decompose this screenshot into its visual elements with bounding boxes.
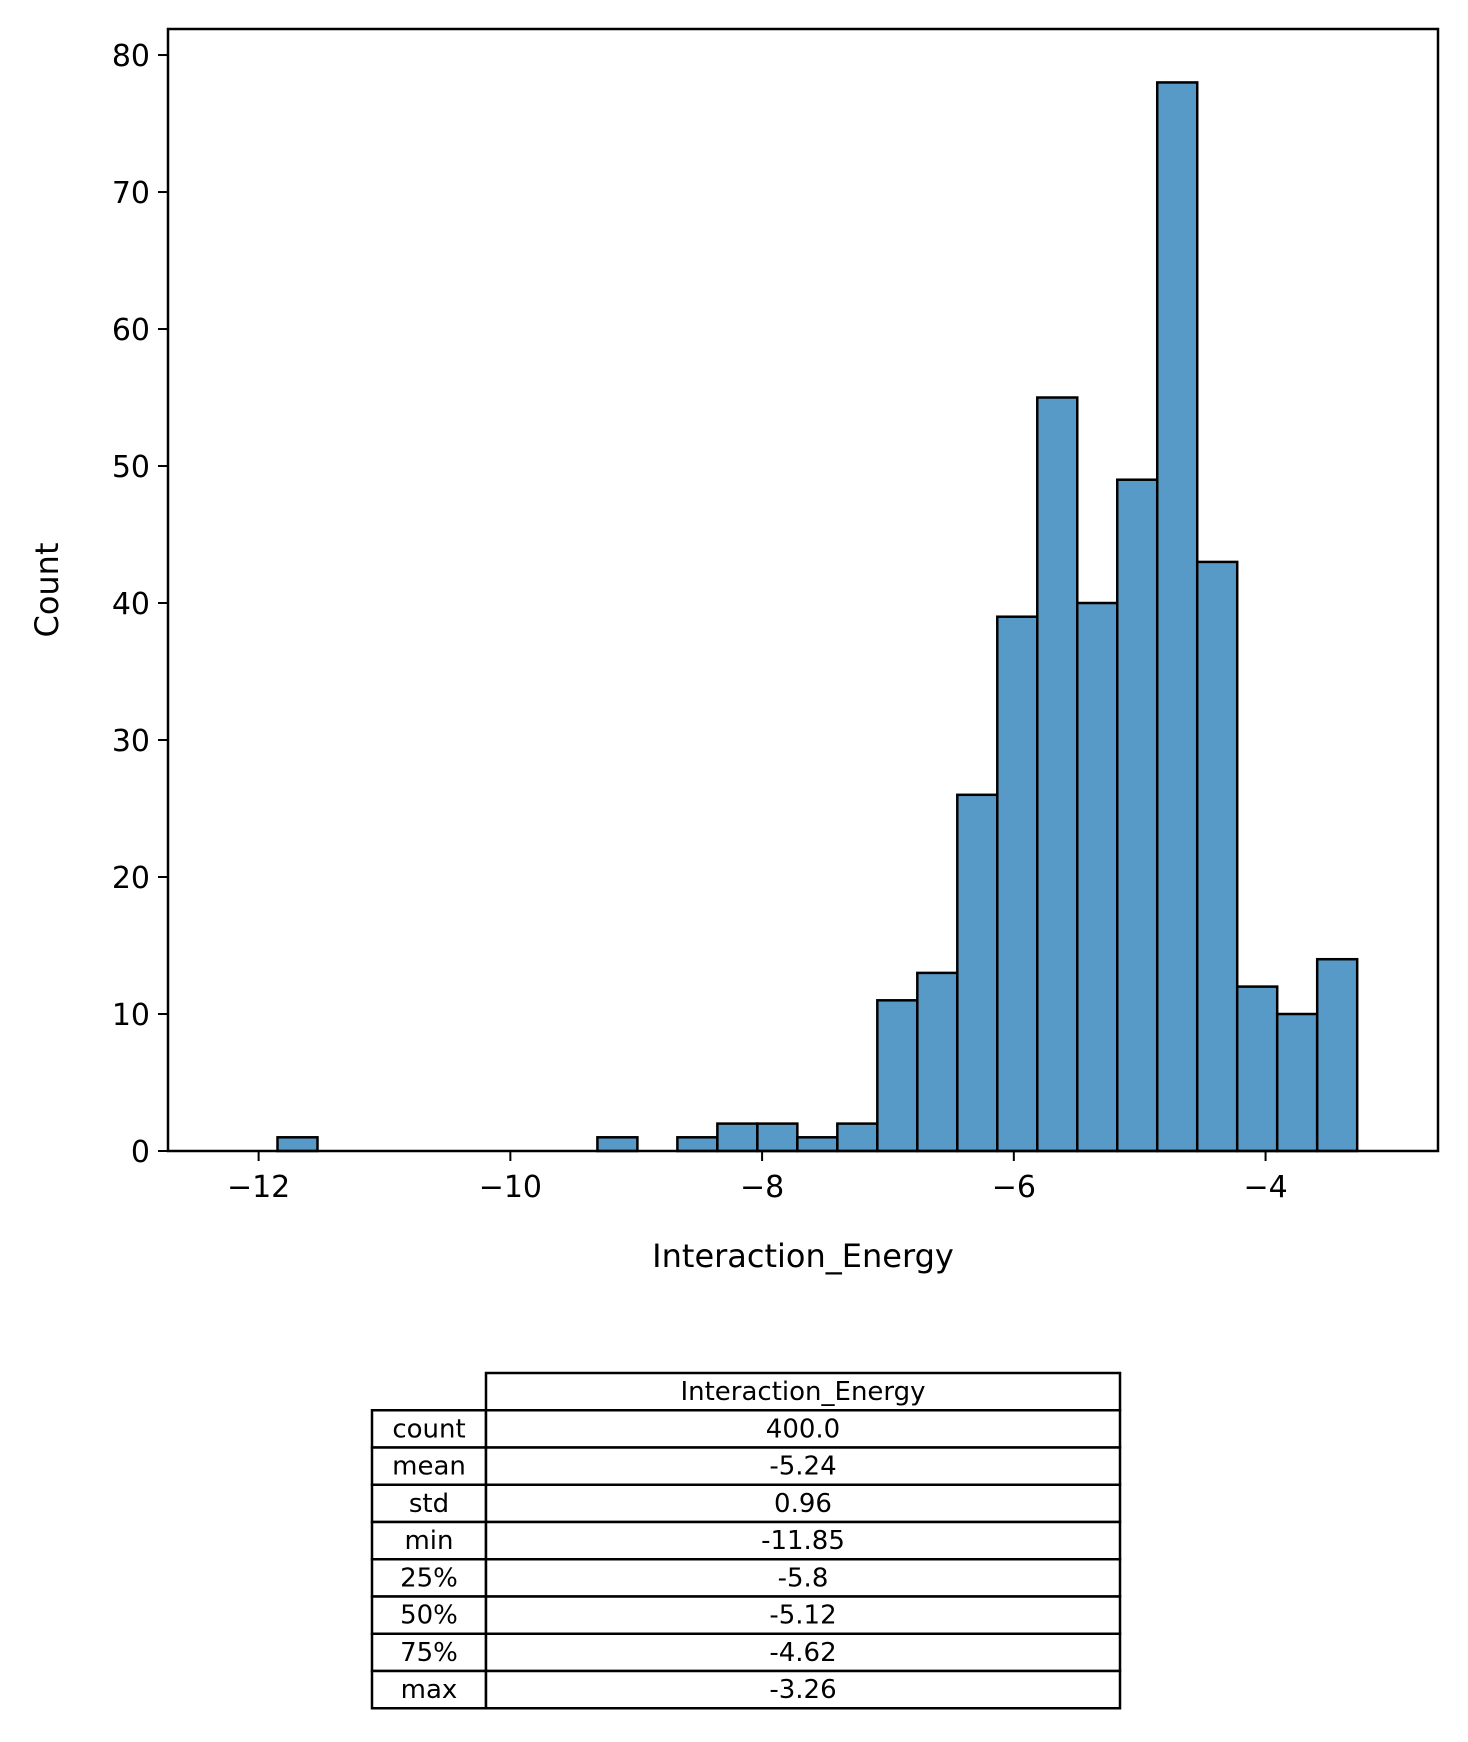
histogram-bars [276,81,1359,1153]
x-tick-label: −4 [1243,1170,1287,1205]
table-row-label: mean [392,1452,466,1482]
histogram-bar [1195,560,1239,1153]
histogram-bar [276,1136,319,1153]
histogram-bar [956,793,999,1153]
y-tick-label: 20 [112,861,150,896]
table-row-label-cell [370,1669,488,1710]
x-axis: −12 −10 −8 −6 −4 [227,1151,1288,1205]
histogram-bar [1155,81,1199,1153]
table-value-cell [484,1669,1122,1710]
histogram-bar [996,615,1039,1153]
y-tick-label: 60 [112,313,150,348]
y-tick-label: 70 [112,176,150,211]
table-value-cell [484,1483,1122,1524]
histogram-bar [1315,957,1359,1153]
table-row-label: std [409,1489,449,1519]
table-value: -3.26 [769,1675,836,1705]
table-row-label-cell [370,1520,488,1561]
histogram-bar [1235,985,1279,1153]
table-value-cell [484,1446,1122,1486]
plot-frame [166,27,1440,1153]
x-tick-label: −6 [992,1170,1036,1205]
table-row-label: 75% [400,1638,458,1668]
table-row-label-cell [370,1595,488,1635]
table-value: 0.96 [774,1489,832,1519]
y-tick-label: 50 [112,450,150,485]
table-value: -5.12 [769,1601,836,1631]
table-row-label: max [401,1675,458,1705]
histogram-bar [716,1122,759,1153]
x-axis-title: Interaction_Energy [652,1237,954,1275]
histogram-bar [916,971,959,1153]
histogram-bar [596,1136,639,1153]
table-value-cell [484,1632,1122,1673]
table-value: -5.24 [769,1452,836,1482]
y-tick-label: 40 [112,587,150,622]
y-tick-label: 30 [112,724,150,759]
table-value: -11.85 [761,1526,845,1556]
histogram-bar [836,1122,879,1153]
table-value: -4.62 [769,1638,836,1668]
y-tick-label: 80 [112,39,150,74]
histogram-bar [1275,1012,1319,1153]
x-tick-label: −8 [740,1170,784,1205]
table-column-header: Interaction_Energy [680,1377,925,1407]
table-value-cell [484,1558,1122,1598]
table-value: 400.0 [766,1414,840,1444]
y-axis: 0 10 20 30 40 50 60 70 80 [112,39,168,1170]
histogram-bar [1076,601,1119,1153]
histogram-bar [676,1136,719,1153]
table-row-label: 25% [400,1563,458,1593]
x-tick-label: −10 [479,1170,542,1205]
table-value-cell [484,1520,1122,1561]
x-tick-label: −12 [227,1170,290,1205]
table-value: -5.8 [778,1563,829,1593]
histogram-bar [876,999,919,1153]
table-row-label-cell [370,1483,488,1524]
table-row-label: count [392,1414,465,1444]
y-tick-label: 0 [131,1135,150,1170]
histogram-bar [1116,478,1159,1153]
table-row-label: 50% [400,1601,458,1631]
y-axis-title: Count [28,542,66,637]
histogram-bar [756,1122,799,1153]
histogram-bar [796,1136,839,1153]
histogram-bar [1036,396,1079,1153]
table-row-label: min [404,1526,453,1556]
y-tick-label: 10 [112,998,150,1033]
table-value-cell [484,1409,1122,1449]
